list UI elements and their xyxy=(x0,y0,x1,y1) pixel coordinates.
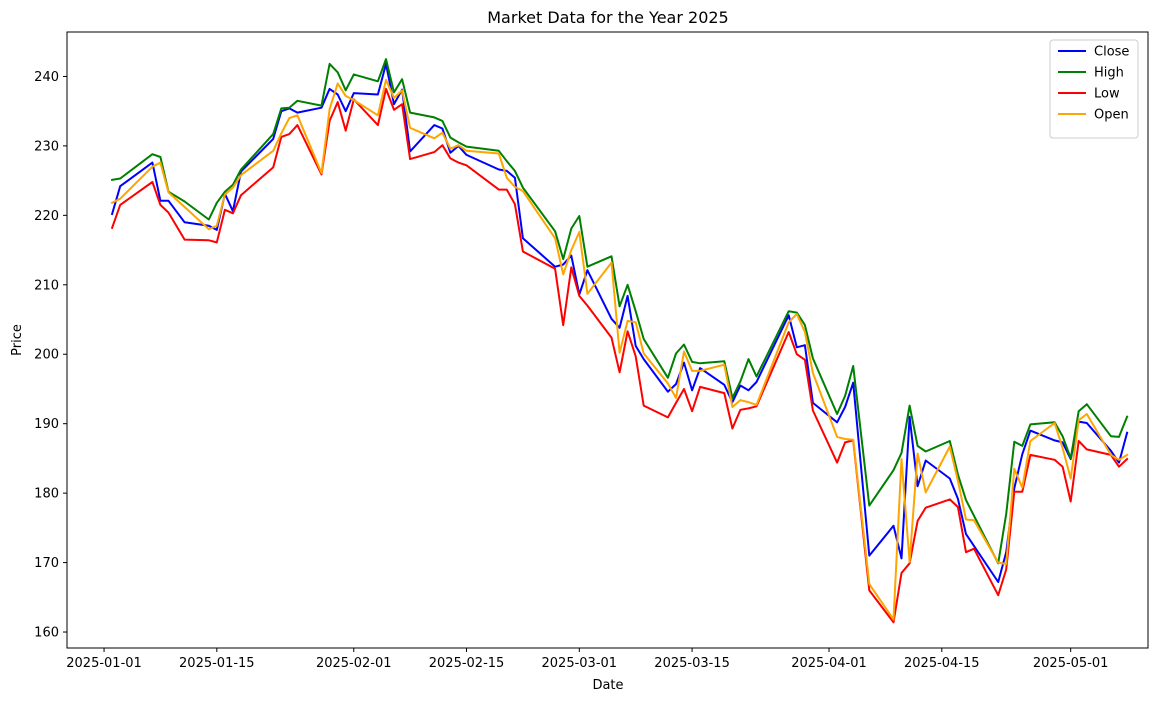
x-tick-label: 2025-05-01 xyxy=(1033,656,1109,671)
y-tick-label: 240 xyxy=(34,70,59,85)
axes: 160 170 180 190 200 210 220 230 240 2025-01-01 202… xyxy=(34,31,1149,671)
y-tick-label: 160 xyxy=(34,626,59,641)
legend-label-close: Close xyxy=(1094,45,1129,60)
chart-title: Market Data for the Year 2025 xyxy=(487,8,728,27)
y-tick-label: 170 xyxy=(34,556,59,571)
y-tick-label: 220 xyxy=(34,209,59,224)
series-line-low xyxy=(110,87,1129,624)
x-tick-label: 2025-04-15 xyxy=(904,656,980,671)
x-axis-title: Date xyxy=(592,678,623,693)
y-tick-label: 230 xyxy=(34,139,59,154)
series-line-open xyxy=(110,78,1129,621)
y-axis-title: Price xyxy=(10,324,25,356)
legend-label-high: High xyxy=(1094,66,1124,81)
y-tick-label: 190 xyxy=(34,417,59,432)
y-tick-label: 180 xyxy=(34,487,59,502)
legend: Close High Low Open xyxy=(1049,39,1139,139)
x-tick-label: 2025-02-01 xyxy=(316,656,392,671)
plot-area xyxy=(110,58,1129,624)
x-tick-label: 2025-02-15 xyxy=(429,656,505,671)
x-tick-label: 2025-01-01 xyxy=(66,656,142,671)
x-tick-label: 2025-04-01 xyxy=(791,656,867,671)
y-tick-label: 200 xyxy=(34,348,59,363)
x-tick-label: 2025-03-15 xyxy=(654,656,730,671)
legend-label-open: Open xyxy=(1094,108,1129,123)
y-tick-label: 210 xyxy=(34,278,59,293)
x-tick-label: 2025-01-15 xyxy=(179,656,255,671)
series-line-high xyxy=(110,58,1129,565)
axes-frame xyxy=(66,31,1149,649)
x-tick-label: 2025-03-01 xyxy=(542,656,618,671)
series-line-close xyxy=(110,62,1129,583)
legend-label-low: Low xyxy=(1094,87,1120,102)
